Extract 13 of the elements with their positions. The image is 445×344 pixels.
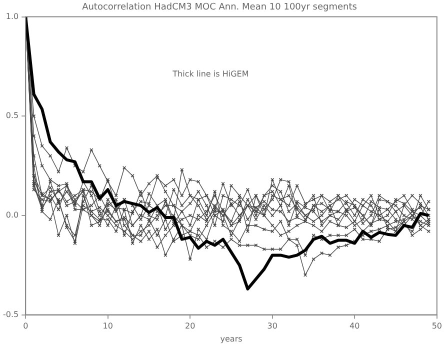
x-tick-label: 0	[23, 322, 28, 331]
annotation: Thick line is HiGEM	[172, 69, 249, 78]
x-tick-label: 10	[102, 322, 113, 331]
x-tick-label: 40	[350, 322, 360, 331]
x-tick-label: 30	[267, 322, 278, 331]
y-tick-label: 0.5	[6, 111, 19, 120]
x-tick-label: 50	[432, 322, 442, 331]
y-tick-label: -0.5	[3, 310, 19, 319]
x-axis-title: years	[220, 334, 242, 344]
x-tick-label: 20	[185, 322, 196, 331]
y-tick-label: 1.0	[6, 12, 19, 21]
y-tick-label: 0.0	[6, 210, 19, 220]
chart-title: Autocorrelation HadCM3 MOC Ann. Mean 10 100yr segments	[82, 2, 358, 13]
